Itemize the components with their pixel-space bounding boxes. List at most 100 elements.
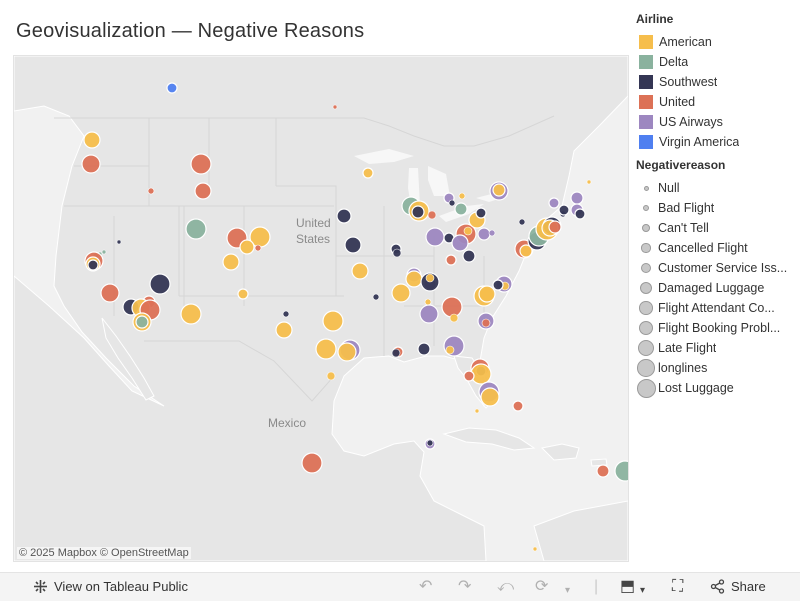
download-icon[interactable]: ⬒: [620, 578, 636, 595]
map-bubble[interactable]: [237, 288, 249, 300]
map-bubble[interactable]: [445, 254, 457, 266]
reason-legend-item[interactable]: Flight Attendant Co...: [636, 298, 796, 318]
map-bubble[interactable]: [558, 204, 570, 216]
map-bubble[interactable]: [425, 227, 445, 247]
reason-legend-item[interactable]: longlines: [636, 358, 796, 378]
undo-icon[interactable]: ↶: [419, 578, 433, 595]
map-bubble[interactable]: [445, 345, 455, 355]
airline-legend-item[interactable]: Southwest: [636, 72, 796, 92]
map-bubble[interactable]: [448, 199, 456, 207]
map-bubble[interactable]: [488, 229, 496, 237]
map-bubble[interactable]: [419, 304, 439, 324]
map-bubble[interactable]: [481, 318, 491, 328]
map-bubble[interactable]: [532, 546, 538, 552]
map-bubble[interactable]: [426, 439, 434, 447]
map-bubble[interactable]: [81, 154, 101, 174]
map-bubble[interactable]: [344, 236, 362, 254]
refresh-icon[interactable]: ⟳: [535, 578, 549, 595]
airline-legend-item[interactable]: United: [636, 92, 796, 112]
map-bubble[interactable]: [477, 227, 491, 241]
map-bubble[interactable]: [222, 253, 240, 271]
map-canvas[interactable]: [14, 56, 628, 561]
map-view[interactable]: United States Mexico © 2025 Mapbox © Ope…: [13, 55, 629, 562]
reason-legend-item[interactable]: Customer Service Iss...: [636, 258, 796, 278]
map-bubble[interactable]: [190, 153, 212, 175]
map-bubble[interactable]: [548, 197, 560, 209]
map-bubble[interactable]: [239, 239, 255, 255]
map-bubble[interactable]: [454, 202, 468, 216]
airline-legend-item[interactable]: Virgin America: [636, 132, 796, 152]
map-bubble[interactable]: [282, 310, 290, 318]
reason-legend-item[interactable]: Lost Luggage: [636, 378, 796, 398]
map-bubble[interactable]: [570, 191, 584, 205]
map-bubble[interactable]: [614, 460, 628, 482]
map-bubble[interactable]: [180, 303, 202, 325]
map-attribution[interactable]: © 2025 Mapbox © OpenStreetMap: [17, 547, 191, 559]
map-bubble[interactable]: [362, 167, 374, 179]
map-bubble[interactable]: [417, 342, 431, 356]
map-bubble[interactable]: [83, 131, 101, 149]
map-bubble[interactable]: [116, 239, 122, 245]
map-bubble[interactable]: [586, 179, 592, 185]
reason-legend-item[interactable]: Damaged Luggage: [636, 278, 796, 298]
airline-legend-item[interactable]: American: [636, 32, 796, 52]
refresh-dropdown-icon[interactable]: ▾: [565, 585, 571, 596]
map-bubble[interactable]: [135, 315, 149, 329]
map-bubble[interactable]: [492, 279, 504, 291]
map-bubble[interactable]: [441, 296, 463, 318]
map-bubble[interactable]: [336, 208, 352, 224]
share-button[interactable]: Share: [710, 579, 766, 594]
map-bubble[interactable]: [463, 226, 473, 236]
reason-legend-item[interactable]: Bad Flight: [636, 198, 796, 218]
map-bubble[interactable]: [326, 371, 336, 381]
map-bubble[interactable]: [194, 182, 212, 200]
view-on-tableau-public-link[interactable]: View on Tableau Public: [33, 579, 188, 594]
map-bubble[interactable]: [149, 273, 171, 295]
map-bubble[interactable]: [405, 270, 423, 288]
map-bubble[interactable]: [478, 285, 496, 303]
map-bubble[interactable]: [480, 387, 500, 407]
map-bubble[interactable]: [275, 321, 293, 339]
redo-icon[interactable]: ↷: [458, 578, 472, 595]
map-bubble[interactable]: [391, 283, 411, 303]
reason-legend-item[interactable]: Late Flight: [636, 338, 796, 358]
map-bubble[interactable]: [322, 310, 344, 332]
map-bubble[interactable]: [458, 192, 466, 200]
map-bubble[interactable]: [492, 183, 506, 197]
map-bubble[interactable]: [474, 408, 480, 414]
map-bubble[interactable]: [463, 370, 475, 382]
map-bubble[interactable]: [185, 218, 207, 240]
map-bubble[interactable]: [462, 249, 476, 263]
map-bubble[interactable]: [449, 313, 459, 323]
airline-legend-item[interactable]: Delta: [636, 52, 796, 72]
map-bubble[interactable]: [372, 293, 380, 301]
map-bubble[interactable]: [475, 207, 487, 219]
map-bubble[interactable]: [427, 210, 437, 220]
map-bubble[interactable]: [391, 348, 401, 358]
map-bubble[interactable]: [574, 208, 586, 220]
map-bubble[interactable]: [315, 338, 337, 360]
reason-legend-item[interactable]: Null: [636, 178, 796, 198]
map-bubble[interactable]: [147, 187, 155, 195]
map-bubble[interactable]: [519, 244, 533, 258]
map-bubble[interactable]: [596, 464, 610, 478]
map-bubble[interactable]: [351, 262, 369, 280]
map-bubble[interactable]: [548, 220, 562, 234]
map-bubble[interactable]: [518, 218, 526, 226]
map-bubble[interactable]: [337, 342, 357, 362]
map-bubble[interactable]: [425, 273, 435, 283]
map-bubble[interactable]: [392, 248, 402, 258]
map-bubble[interactable]: [101, 249, 107, 255]
fullscreen-icon[interactable]: ⛶: [672, 578, 684, 595]
map-bubble[interactable]: [87, 259, 99, 271]
map-bubble[interactable]: [100, 283, 120, 303]
map-bubble[interactable]: [512, 400, 524, 412]
airline-legend-item[interactable]: US Airways: [636, 112, 796, 132]
map-bubble[interactable]: [451, 234, 469, 252]
map-bubble[interactable]: [411, 205, 425, 219]
map-bubble[interactable]: [301, 452, 323, 474]
revert-icon[interactable]: ⤺: [497, 578, 515, 595]
reason-legend-item[interactable]: Flight Booking Probl...: [636, 318, 796, 338]
map-bubble[interactable]: [332, 104, 338, 110]
map-bubble[interactable]: [254, 244, 262, 252]
